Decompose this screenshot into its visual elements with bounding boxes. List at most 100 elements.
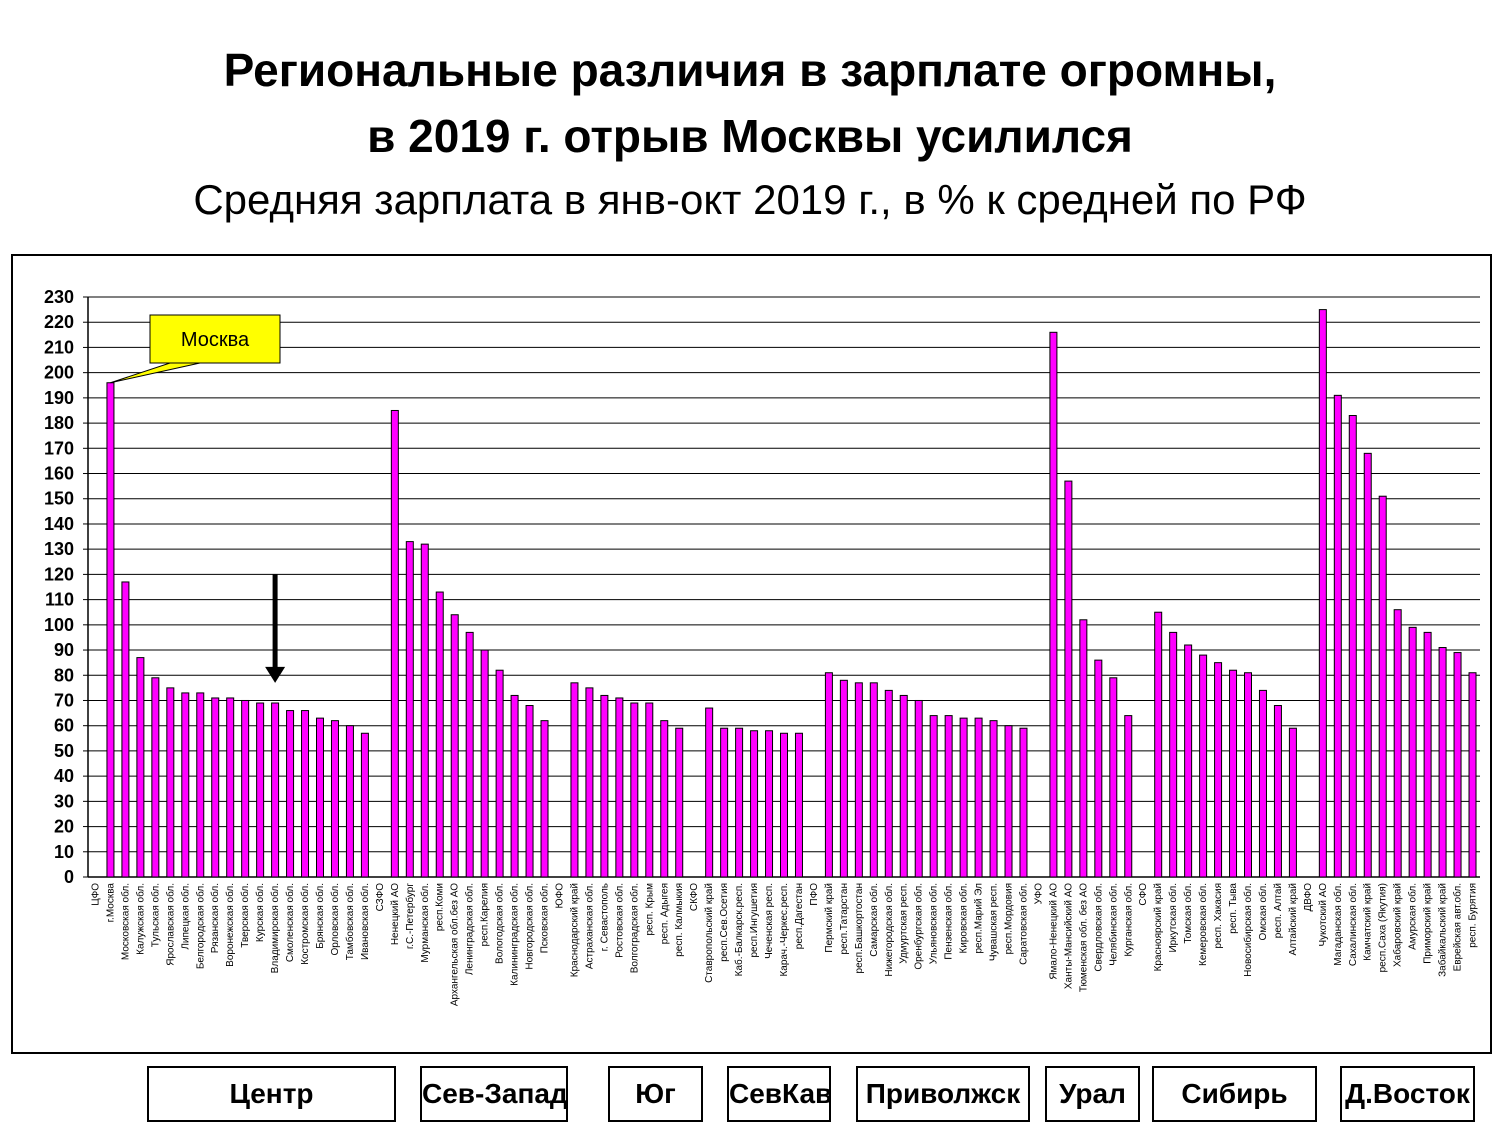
bar-78 (1258, 689, 1267, 878)
y-tick-label: 100 (44, 615, 74, 635)
x-tick-label: Мурманская обл. (419, 883, 431, 963)
x-tick-label: СКФО (689, 883, 700, 911)
bar-85 (1363, 452, 1372, 878)
x-tick-label: Томская обл. (1182, 883, 1194, 944)
region-label-north-caucasus: СевКав (727, 1066, 831, 1122)
bar-7 (196, 692, 205, 878)
x-tick-label: Ярославская обл. (164, 883, 176, 966)
chart-title-line2: в 2019 г. отрыв Москвы усилился (367, 110, 1133, 162)
x-tick-label: Псковская обл. (539, 883, 551, 953)
bar-37 (645, 702, 654, 878)
x-tick-label: Московская обл. (119, 883, 131, 960)
x-tick-label: Белгородская обл. (194, 883, 206, 969)
x-tick-label: респ.Мордовия (1004, 883, 1015, 954)
x-tick-label: Нижегородская обл. (883, 883, 895, 977)
x-tick-label: Сахалинская обл. (1347, 883, 1359, 966)
chart-title-line1: Региональные различия в зарплате огромны… (223, 44, 1277, 96)
chart-subtitle: Средняя зарплата в янв-окт 2019 г., в % … (193, 176, 1307, 223)
x-tick-label: СФО (1138, 883, 1149, 906)
x-tick-label: Удмуртская респ. (899, 883, 910, 964)
x-tick-label: респ. Бурятия (1468, 883, 1479, 948)
bar-28 (510, 694, 519, 878)
x-tick-label: Новгородская обл. (524, 883, 536, 970)
x-tick-label: Ненецкий АО (390, 883, 401, 945)
x-tick-label: Вологодская обл. (494, 883, 506, 964)
bar-2 (121, 581, 130, 878)
bar-42 (720, 727, 729, 878)
x-tick-label: Калининградская обл. (509, 883, 521, 986)
x-tick-label: Курганская обл. (1122, 883, 1134, 957)
x-tick-label: Тамбовская обл. (344, 883, 356, 960)
x-tick-label: Камчатский край (1363, 883, 1374, 961)
bar-27 (495, 669, 504, 878)
region-label-siberia: Сибирь (1152, 1066, 1317, 1122)
x-tick-label: ПФО (809, 883, 820, 906)
x-tick-label: ЮФО (554, 883, 565, 909)
arrow-head (265, 666, 286, 683)
bar-84 (1348, 415, 1357, 878)
bar-74 (1199, 654, 1208, 878)
callout-box (149, 314, 281, 364)
bar-72 (1169, 631, 1178, 878)
region-label-far-east: Д.Восток (1340, 1066, 1475, 1122)
y-tick-label: 70 (54, 690, 74, 710)
y-tick-label: 30 (54, 791, 74, 811)
x-tick-label: респ.Дагестан (794, 883, 805, 949)
x-tick-label: ЦФО (90, 883, 101, 906)
bar-chart: 0 10 20 30 40 50 60 70 80 90 100 110 120 130 140 150 160… (44, 287, 1480, 1006)
bar-58 (959, 717, 968, 878)
x-tick-label: респ. Адыгея (659, 883, 670, 944)
y-tick-label: 130 (44, 539, 74, 559)
y-tick-label: 190 (44, 388, 74, 408)
bar-47 (794, 732, 803, 878)
bar-24 (450, 614, 459, 878)
callout-label: Москва (181, 329, 250, 351)
x-tick-label: Оренбургская обл. (913, 883, 925, 970)
bar-53 (884, 689, 893, 878)
bar-18 (360, 732, 369, 878)
x-tick-label: Ростовская обл. (613, 883, 625, 958)
bar-38 (660, 720, 669, 878)
x-tick-label: респ.Татарстан (839, 883, 850, 954)
x-tick-label: Ивановская обл. (359, 883, 371, 960)
x-tick-label: Чеченская респ. (764, 883, 775, 959)
bar-8 (211, 697, 220, 878)
bar-30 (540, 720, 549, 878)
bar-33 (585, 687, 594, 878)
x-tick-label: респ. Хакасия (1213, 883, 1224, 948)
x-tick-label: респ.Ингушетия (749, 883, 760, 958)
x-tick-label: Ставропольский край (704, 883, 715, 983)
bar-52 (869, 682, 878, 878)
bar-3 (136, 657, 145, 878)
x-tick-label: Забайкальский край (1437, 883, 1449, 977)
bar-66 (1079, 619, 1088, 878)
y-tick-label: 20 (54, 817, 74, 837)
x-tick-label: Костромская обл. (299, 883, 311, 965)
y-tick-label: 180 (44, 413, 74, 433)
x-tick-label: Липецкая обл. (179, 883, 191, 950)
bar-10 (241, 699, 250, 878)
bar-64 (1049, 331, 1058, 878)
bar-49 (824, 672, 833, 878)
bar-44 (750, 730, 759, 878)
bar-6 (181, 692, 190, 878)
x-tick-label: Ханты-Мансийский АО (1063, 883, 1074, 989)
x-tick-label: Амурская обл. (1407, 883, 1419, 950)
x-tick-label: Красноярский край (1153, 883, 1164, 971)
bar-29 (525, 705, 534, 878)
bar-90 (1438, 647, 1447, 878)
x-tick-label: респ. Калмыкия (674, 883, 685, 957)
y-tick-label: 200 (44, 363, 74, 383)
chart-frame: 0 10 20 30 40 50 60 70 80 90 100 110 120 130 140 150 160… (11, 254, 1492, 1054)
x-tick-label: Карач.-Черкес.респ. (779, 883, 790, 977)
bar-68 (1109, 677, 1118, 878)
bar-25 (465, 631, 474, 878)
y-tick-label: 210 (44, 337, 74, 357)
x-tick-label: Волгоградская обл. (628, 883, 640, 973)
x-tick-label: Свердловская обл. (1092, 883, 1104, 972)
x-tick-label: г.Москва (105, 883, 116, 923)
x-tick-label: Кемеровская обл. (1197, 883, 1209, 966)
x-tick-label: Саратовская обл. (1017, 883, 1029, 965)
bar-26 (480, 649, 489, 878)
x-tick-label: Магаданская обл. (1332, 883, 1344, 966)
